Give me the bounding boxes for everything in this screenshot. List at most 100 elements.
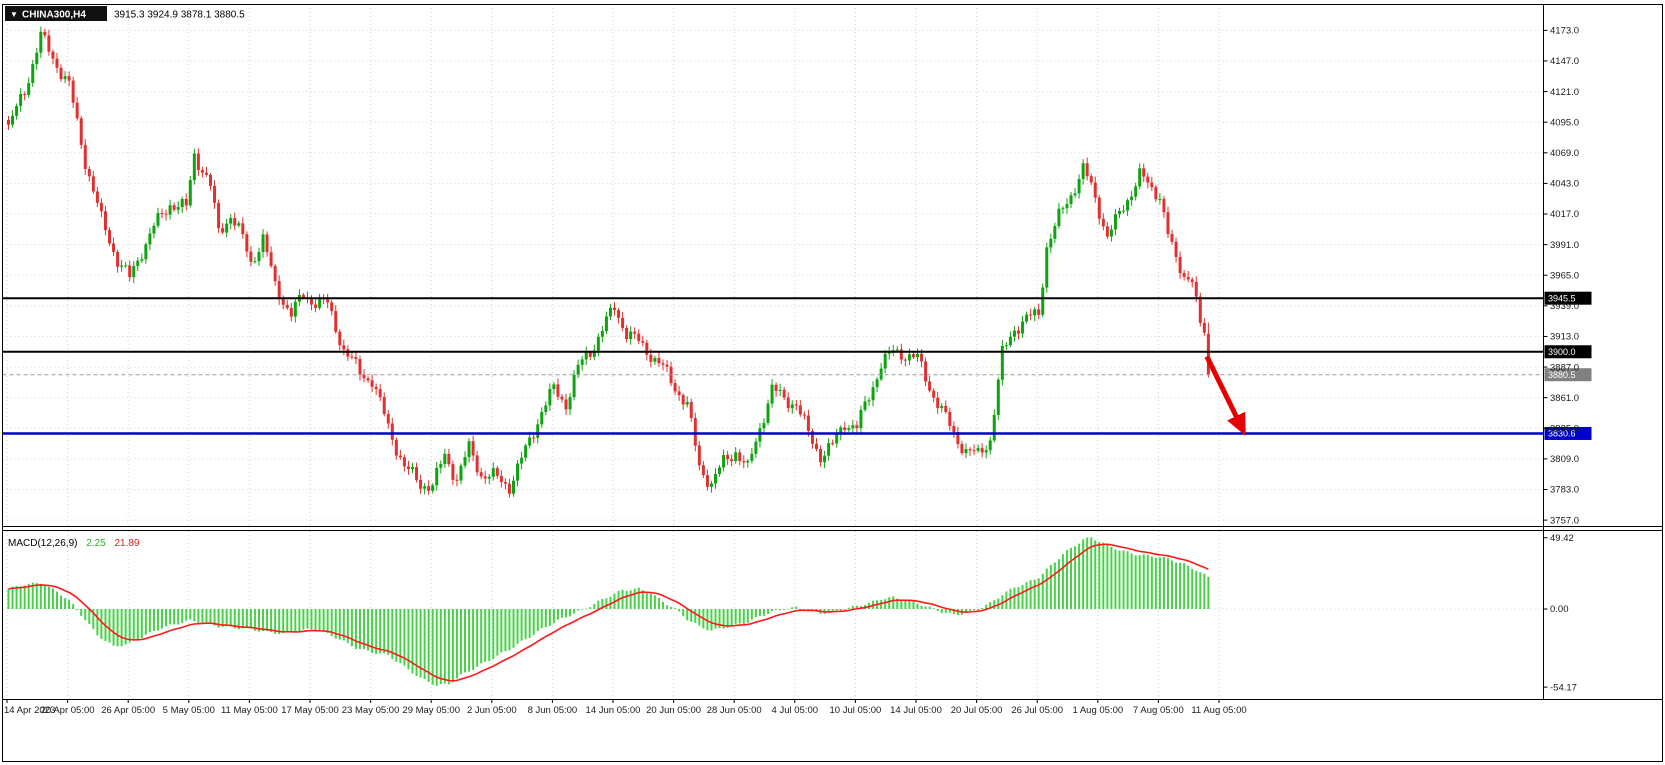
candle-up <box>718 467 722 474</box>
macd-histogram-bar <box>330 609 333 637</box>
macd-histogram-bar <box>197 609 200 623</box>
candle-up <box>859 409 863 429</box>
candle-up <box>766 403 770 423</box>
candle-up <box>851 425 855 429</box>
macd-histogram-bar <box>779 609 782 611</box>
macd-histogram-bar <box>1183 563 1186 609</box>
candle-up <box>39 31 43 53</box>
candle-down <box>350 356 354 358</box>
macd-histogram-bar <box>1195 571 1198 609</box>
candle-up <box>879 368 883 380</box>
macd-histogram-bar <box>354 609 357 650</box>
candle-down <box>705 475 709 487</box>
macd-histogram-bar <box>698 609 701 626</box>
candle-down <box>952 425 956 433</box>
macd-histogram-bar <box>43 586 46 609</box>
macd-histogram-bar <box>964 609 967 614</box>
price-axis-label: 4069.0 <box>1550 148 1579 159</box>
macd-histogram-bar <box>399 609 402 664</box>
candle-down <box>1206 333 1210 375</box>
dropdown-arrow-icon[interactable]: ▼ <box>10 10 18 19</box>
macd-histogram-bar <box>383 609 386 654</box>
candle-down <box>51 51 55 59</box>
candle-down <box>815 443 818 450</box>
macd-histogram-bar <box>981 607 984 609</box>
symbol-title-box[interactable] <box>5 6 107 21</box>
candle-up <box>520 457 524 464</box>
candle-down <box>200 169 204 173</box>
annotation-arrow[interactable] <box>1204 355 1246 436</box>
price-axis-label: 3783.0 <box>1550 485 1579 496</box>
macd-histogram-bar <box>47 586 50 609</box>
macd-histogram-bar <box>1106 543 1109 609</box>
macd-histogram-bar <box>100 609 103 640</box>
chart-frame <box>2 4 1663 762</box>
macd-histogram-bar <box>128 609 131 643</box>
time-axis-label: 20 Apr 05:00 <box>41 705 95 716</box>
macd-histogram-bar <box>318 609 321 632</box>
macd-histogram-bar <box>928 606 931 609</box>
candle-up <box>1158 198 1162 200</box>
candle-down <box>483 476 487 479</box>
macd-histogram-bar <box>787 608 790 610</box>
candle-down <box>330 302 334 312</box>
macd-histogram-bar <box>1045 568 1048 609</box>
macd-histogram-bar <box>464 609 467 673</box>
macd-histogram-bar <box>241 609 244 629</box>
time-axis-label: 11 May 05:00 <box>221 705 278 716</box>
macd-histogram-bar <box>358 609 361 650</box>
macd-main-value: 2.25 <box>86 538 106 549</box>
candle-down <box>944 405 948 412</box>
candle-down <box>843 427 847 430</box>
macd-histogram-bar <box>682 609 685 617</box>
time-axis-label: 8 Jun 05:00 <box>528 705 578 716</box>
candle-down <box>164 213 168 215</box>
candle-down <box>55 58 59 68</box>
price-axis-label: 3757.0 <box>1550 515 1579 526</box>
candle-up <box>148 233 152 245</box>
macd-histogram-bar <box>468 609 471 672</box>
candle-down <box>204 172 208 175</box>
macd-histogram-bar <box>1021 584 1024 609</box>
macd-histogram-bar <box>217 609 220 628</box>
candle-down <box>475 455 479 473</box>
macd-histogram-bar <box>758 609 761 617</box>
macd-histogram-bar <box>831 609 834 611</box>
macd-histogram-bar <box>60 595 63 609</box>
macd-histogram-bar <box>326 609 329 633</box>
candle-up <box>1025 314 1029 322</box>
candle-down <box>354 357 358 360</box>
macd-histogram-bar <box>536 609 539 632</box>
candle-down <box>1105 226 1109 237</box>
macd-histogram-bar <box>775 609 778 610</box>
macd-histogram-bar <box>839 609 842 611</box>
candle-down <box>661 363 665 365</box>
candle-down <box>903 359 907 361</box>
horizontal-levels[interactable]: 3945.5 3900.0 3880.5 3830.6 <box>2 291 1592 440</box>
macd-histogram-bar <box>1207 576 1210 609</box>
macd-histogram-bar <box>205 609 208 623</box>
macd-histogram-bar <box>15 586 18 609</box>
down-arrow-annotation[interactable] <box>1204 355 1246 436</box>
candle-down <box>209 174 212 186</box>
candle-down <box>798 405 802 415</box>
macd-histogram-bar <box>201 609 204 623</box>
candle-up <box>552 384 556 390</box>
macd-histogram-bar <box>1122 550 1125 609</box>
macd-histogram-bar <box>956 609 959 616</box>
price-axis[interactable]: 4173.0 4147.0 4121.0 4095.0 4069.0 4043.0 4017… <box>1543 26 1580 527</box>
macd-histogram-bar <box>298 609 301 632</box>
candle-down <box>1182 273 1186 277</box>
candle-down <box>87 168 91 177</box>
candle-down <box>697 445 701 466</box>
macd-histogram-bar <box>484 609 487 662</box>
time-axis-label: 14 Jun 05:00 <box>586 705 641 716</box>
candle-down <box>911 354 915 358</box>
candle-down <box>108 230 111 244</box>
candle-up <box>576 364 580 375</box>
candle-down <box>184 198 188 206</box>
macd-histogram-bar <box>189 609 192 620</box>
candle-down <box>936 397 940 409</box>
